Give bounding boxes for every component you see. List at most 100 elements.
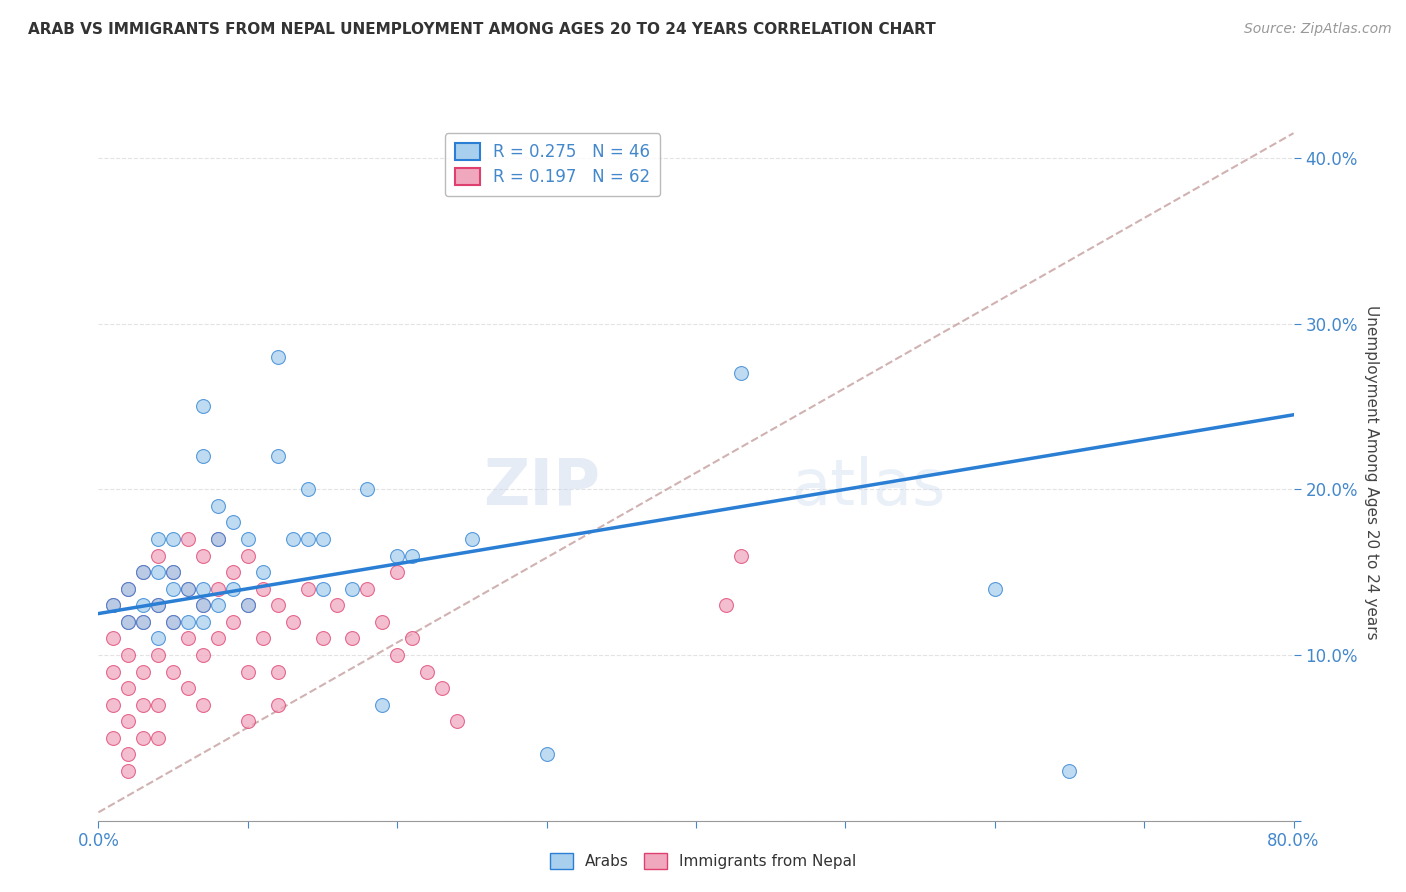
Point bbox=[446, 714, 468, 729]
Point bbox=[191, 449, 214, 463]
Point bbox=[117, 747, 139, 762]
Point bbox=[177, 615, 200, 629]
Point bbox=[148, 698, 170, 712]
Point bbox=[132, 565, 155, 579]
Point bbox=[207, 532, 229, 546]
Point bbox=[252, 582, 274, 596]
Point bbox=[236, 599, 259, 613]
Point bbox=[401, 632, 423, 646]
Point bbox=[281, 532, 304, 546]
Point bbox=[430, 681, 453, 695]
Point bbox=[132, 731, 155, 745]
Point bbox=[148, 648, 170, 662]
Point bbox=[162, 582, 184, 596]
Point bbox=[103, 731, 125, 745]
Point bbox=[236, 714, 259, 729]
Point bbox=[267, 449, 290, 463]
Point bbox=[117, 681, 139, 695]
Point bbox=[207, 499, 229, 513]
Point bbox=[191, 599, 214, 613]
Point bbox=[714, 599, 737, 613]
Point bbox=[222, 565, 245, 579]
Point bbox=[103, 632, 125, 646]
Point bbox=[252, 632, 274, 646]
Point bbox=[148, 731, 170, 745]
Point bbox=[236, 665, 259, 679]
Point bbox=[191, 648, 214, 662]
Legend: Arabs, Immigrants from Nepal: Arabs, Immigrants from Nepal bbox=[544, 847, 862, 875]
Text: ZIP: ZIP bbox=[484, 456, 600, 517]
Point bbox=[207, 599, 229, 613]
Point bbox=[356, 483, 378, 497]
Point bbox=[132, 698, 155, 712]
Point bbox=[267, 665, 290, 679]
Point bbox=[416, 665, 439, 679]
Point bbox=[236, 549, 259, 563]
Point bbox=[297, 483, 319, 497]
Point bbox=[207, 582, 229, 596]
Point bbox=[148, 565, 170, 579]
Point bbox=[191, 698, 214, 712]
Point bbox=[311, 632, 333, 646]
Point bbox=[236, 532, 259, 546]
Point bbox=[132, 565, 155, 579]
Point bbox=[222, 615, 245, 629]
Point bbox=[117, 582, 139, 596]
Point bbox=[177, 681, 200, 695]
Text: atlas: atlas bbox=[792, 456, 946, 517]
Point bbox=[1059, 764, 1081, 778]
Point bbox=[162, 565, 184, 579]
Point bbox=[536, 747, 558, 762]
Point bbox=[132, 599, 155, 613]
Point bbox=[148, 599, 170, 613]
Legend: R = 0.275   N = 46, R = 0.197   N = 62: R = 0.275 N = 46, R = 0.197 N = 62 bbox=[444, 133, 661, 196]
Point bbox=[236, 599, 259, 613]
Point bbox=[148, 599, 170, 613]
Point bbox=[371, 698, 394, 712]
Point bbox=[117, 764, 139, 778]
Point bbox=[191, 615, 214, 629]
Point bbox=[207, 532, 229, 546]
Point bbox=[401, 549, 423, 563]
Point bbox=[117, 582, 139, 596]
Point bbox=[297, 532, 319, 546]
Point bbox=[356, 582, 378, 596]
Point bbox=[103, 698, 125, 712]
Point bbox=[162, 565, 184, 579]
Point bbox=[342, 582, 364, 596]
Point bbox=[326, 599, 349, 613]
Point bbox=[177, 532, 200, 546]
Point bbox=[162, 532, 184, 546]
Point bbox=[385, 565, 409, 579]
Text: ARAB VS IMMIGRANTS FROM NEPAL UNEMPLOYMENT AMONG AGES 20 TO 24 YEARS CORRELATION: ARAB VS IMMIGRANTS FROM NEPAL UNEMPLOYME… bbox=[28, 22, 936, 37]
Point bbox=[191, 400, 214, 414]
Point bbox=[267, 350, 290, 364]
Point bbox=[281, 615, 304, 629]
Point bbox=[207, 632, 229, 646]
Point bbox=[117, 615, 139, 629]
Point bbox=[371, 615, 394, 629]
Point bbox=[117, 615, 139, 629]
Point bbox=[103, 599, 125, 613]
Point bbox=[311, 532, 333, 546]
Point bbox=[148, 532, 170, 546]
Point bbox=[103, 665, 125, 679]
Point bbox=[132, 665, 155, 679]
Point bbox=[267, 599, 290, 613]
Point bbox=[191, 549, 214, 563]
Point bbox=[461, 532, 484, 546]
Point bbox=[117, 714, 139, 729]
Point bbox=[177, 582, 200, 596]
Point bbox=[730, 549, 752, 563]
Point bbox=[983, 582, 1005, 596]
Point bbox=[162, 615, 184, 629]
Point bbox=[148, 632, 170, 646]
Point bbox=[132, 615, 155, 629]
Point bbox=[252, 565, 274, 579]
Point bbox=[177, 632, 200, 646]
Point bbox=[222, 582, 245, 596]
Point bbox=[311, 582, 333, 596]
Point bbox=[148, 549, 170, 563]
Point bbox=[385, 549, 409, 563]
Text: Source: ZipAtlas.com: Source: ZipAtlas.com bbox=[1244, 22, 1392, 37]
